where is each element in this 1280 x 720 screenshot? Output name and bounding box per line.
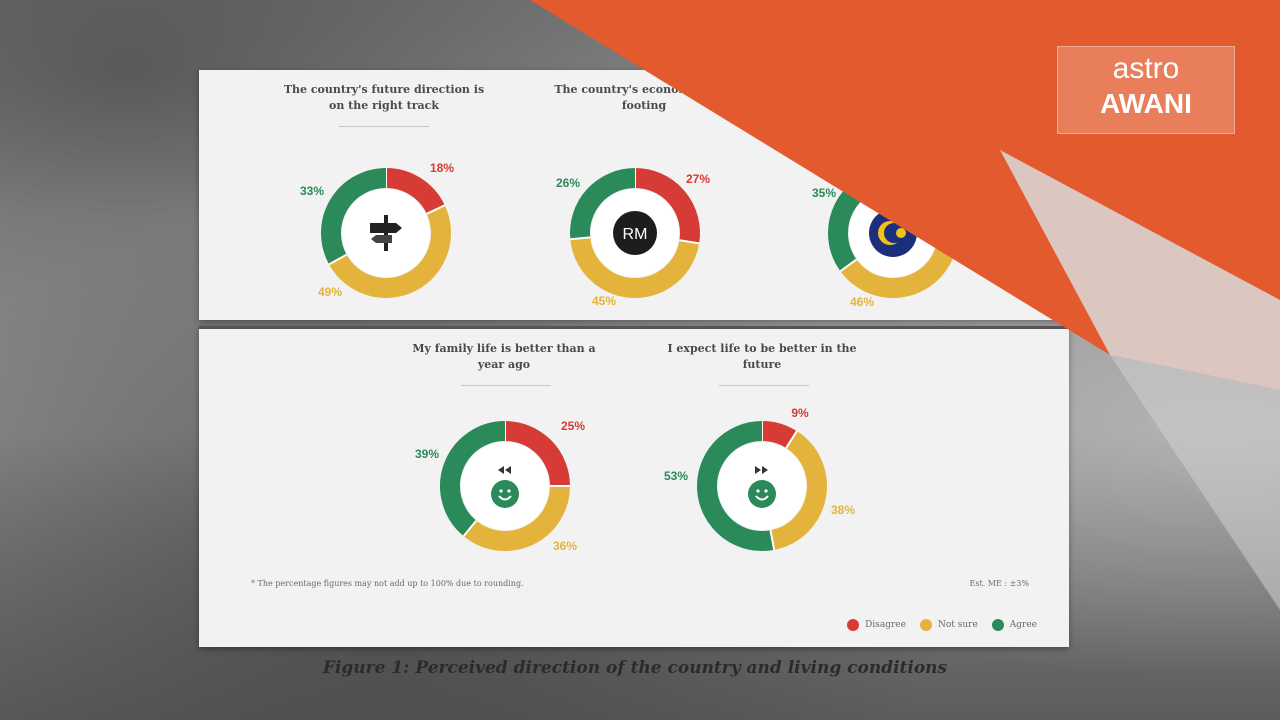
donut-1-slice-agree <box>321 168 387 265</box>
donut-4-separator-2 <box>462 520 478 537</box>
smiley-eye-left <box>756 489 760 493</box>
figure-caption: Figure 1: Perceived direction of the cou… <box>322 658 948 678</box>
donut-3-label-not-sure: 46% <box>850 295 874 309</box>
smiley-rewind-icon <box>491 466 519 508</box>
ringgit-coin-icon <box>613 211 657 255</box>
legend-label-disagree: Disagree <box>865 620 906 630</box>
donut-2-slice-disagree <box>634 168 700 244</box>
donut-3-separator-2 <box>839 258 858 273</box>
donut-1-separator-1 <box>426 204 446 215</box>
signpost-icon <box>370 215 402 251</box>
smiley-mouth <box>755 495 769 501</box>
donut-3-label-agree: 35% <box>812 186 836 200</box>
smiley-eye-right <box>507 489 511 493</box>
legend-label-not-sure: Not sure <box>937 620 978 630</box>
smiley-forward-icon <box>748 466 776 508</box>
rounding-footnote: * The percentage figures may not add up … <box>251 579 524 588</box>
donut-2-label-not-sure: 45% <box>592 294 616 308</box>
margin-of-error-note: Est. ME : ±3% <box>969 579 1029 588</box>
donut-1-slice-disagree <box>385 168 445 215</box>
donut-4-slice-agree <box>440 421 506 537</box>
chart-block-4: My family life is better than a year ago <box>399 341 609 373</box>
donut-chart-4: 25% 36% 39% <box>415 419 585 553</box>
smiley-eye-left <box>499 489 503 493</box>
signpost-arrow-right <box>370 223 402 233</box>
donut-2-slice-not-sure <box>570 236 700 298</box>
donut-2-separator-2 <box>570 236 591 241</box>
legend-dot-not-sure <box>919 619 932 631</box>
donut-1-separator-2 <box>328 253 348 266</box>
forward-arrow-1 <box>762 466 768 474</box>
donut-4-label-disagree: 25% <box>561 419 585 433</box>
signpost-arrow-left <box>371 235 392 243</box>
chart-5-title-underline <box>719 385 809 386</box>
rewind-arrow-0 <box>498 466 504 474</box>
donut-5-label-not-sure: 38% <box>831 503 855 517</box>
donut-2-slice-agree <box>570 168 636 240</box>
silver-fold-shape <box>1000 150 1280 390</box>
logo-line-2: AWANI <box>1100 88 1192 119</box>
emblem-crescent-inner <box>884 223 904 243</box>
legend-item-not-sure: Not sure <box>919 619 978 631</box>
donut-2-label-disagree: 27% <box>686 172 710 186</box>
ringgit-coin-text: RM <box>623 226 648 243</box>
donut-2-label-agree: 26% <box>556 176 580 190</box>
smiley-mouth <box>498 495 512 501</box>
donut-chart-1: 18% 49% 33% <box>300 161 454 299</box>
silver-streak-shape <box>1110 355 1280 610</box>
legend-item-agree: Agree <box>991 619 1037 631</box>
legend-dot-disagree <box>847 619 860 631</box>
donut-1-slice-not-sure <box>329 205 451 298</box>
donut-5-separator-2 <box>769 530 776 551</box>
legend-item-disagree: Disagree <box>847 619 906 631</box>
donut-4-label-agree: 39% <box>415 447 439 461</box>
infographic-bottom-panel: My family life is better than a year ago… <box>199 326 1069 647</box>
chart-4-title: My family life is better than a year ago <box>412 342 596 371</box>
chart-block-1: The country's future direction is on the… <box>279 82 489 114</box>
logo-line-1: astro <box>1112 52 1180 85</box>
donut-5-separator-1 <box>785 430 798 449</box>
rewind-arrow-1 <box>505 466 511 474</box>
donut-1-label-not-sure: 49% <box>318 285 342 299</box>
chart-1-title-underline <box>339 126 429 127</box>
donut-5-slice-disagree <box>761 421 797 449</box>
donut-chart-5: 9% 38% 53% <box>664 406 855 551</box>
donut-1-label-disagree: 18% <box>430 161 454 175</box>
chart-5-title: I expect life to be better in the future <box>667 342 857 371</box>
donut-5-label-disagree: 9% <box>791 406 809 420</box>
donut-4-slice-disagree <box>504 421 570 487</box>
smiley-face <box>491 480 519 508</box>
donut-chart-2: RM 27% 45% 26% <box>556 168 710 308</box>
astro-awani-logo: astro AWANI <box>1057 46 1235 134</box>
donut-5-slice-not-sure <box>770 431 827 550</box>
donut-4-slice-not-sure <box>463 485 570 551</box>
chart-4-title-underline <box>461 385 551 386</box>
legend: Disagree Not sure Agree <box>847 619 1037 631</box>
donut-1-label-agree: 33% <box>300 184 324 198</box>
emblem-star <box>896 228 906 238</box>
donut-5-slice-agree <box>697 421 775 551</box>
forward-arrow-0 <box>755 466 761 474</box>
smiley-face <box>748 480 776 508</box>
chart-1-title: The country's future direction is on the… <box>283 83 485 112</box>
donut-5-label-agree: 53% <box>664 469 688 483</box>
chart-block-5: I expect life to be better in the future <box>657 341 867 373</box>
legend-dot-agree <box>991 619 1004 631</box>
donut-4-label-not-sure: 36% <box>553 539 577 553</box>
donut-2-separator-1 <box>679 239 700 245</box>
smiley-eye-right <box>764 489 768 493</box>
legend-label-agree: Agree <box>1009 620 1037 630</box>
